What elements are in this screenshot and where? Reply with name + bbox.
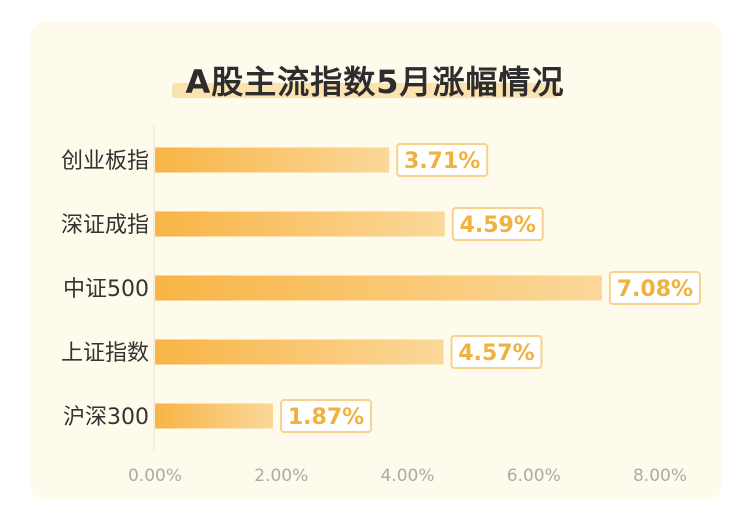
x-tick-label: 2.00% [254, 466, 308, 486]
value-label: 7.08% [617, 277, 693, 302]
x-tick-label: 8.00% [633, 466, 687, 486]
title-highlight [172, 83, 558, 98]
value-label: 3.71% [404, 149, 480, 174]
bar [155, 211, 445, 237]
chart-title: A股主流指数5月涨幅情况 [185, 63, 565, 101]
category-label: 上证指数 [61, 341, 149, 366]
value-label-box [608, 271, 701, 305]
value-label-box [280, 399, 373, 433]
value-label-box [451, 207, 544, 241]
category-label: 深证成指 [61, 213, 149, 238]
category-label: 中证500 [63, 277, 149, 302]
bar [155, 275, 602, 301]
x-tick-label: 4.00% [380, 466, 434, 486]
bar [155, 403, 274, 429]
category-label: 创业板指 [61, 149, 149, 174]
bar [155, 339, 444, 365]
chart-card [30, 22, 722, 500]
category-label: 沪深300 [63, 405, 149, 430]
value-label: 4.57% [458, 341, 534, 366]
value-label: 4.59% [460, 213, 536, 238]
value-label-box [450, 335, 543, 369]
value-label-box [396, 143, 489, 177]
value-label: 1.87% [288, 405, 364, 430]
x-tick-label: 0.00% [128, 466, 182, 486]
chart-title-area: A股主流指数5月涨幅情况 [0, 55, 750, 105]
x-tick-label: 6.00% [507, 466, 561, 486]
bar [155, 147, 390, 173]
